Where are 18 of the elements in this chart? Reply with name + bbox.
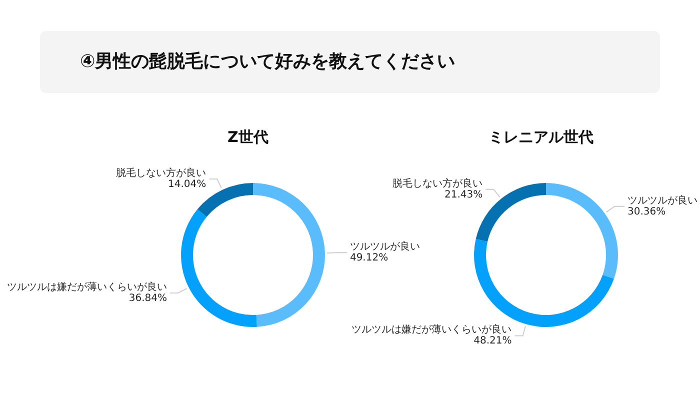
donut-slice xyxy=(181,209,257,327)
donut-slice xyxy=(546,183,618,279)
data-label: 21.43% xyxy=(444,189,483,200)
slice-label: ツルツルが良い xyxy=(350,240,420,253)
chart-title: Z世代 xyxy=(226,128,270,147)
chart-title: ミレニアル世代 xyxy=(488,128,594,147)
text: ④男性の髭脱毛について好みを教えてください xyxy=(80,50,456,73)
slice-label: 脱毛しない方が良い xyxy=(116,167,206,180)
data-label: 36.84% xyxy=(128,292,168,304)
donut-slice xyxy=(253,183,325,327)
slice-label: 脱毛しない方が良い xyxy=(392,177,483,190)
slice-label: ツルツルが良い xyxy=(628,194,698,206)
data-label: 14.04% xyxy=(168,179,206,190)
data-label: 48.21% xyxy=(474,336,512,347)
data-label: 49.12% xyxy=(350,252,388,264)
slice-label: ツルツルは嫌だが薄いくらいが良い xyxy=(352,324,512,336)
data-label: 30.36% xyxy=(628,206,666,218)
slice-label: ツルツルは嫌だが薄いくらいが良い xyxy=(7,280,168,293)
